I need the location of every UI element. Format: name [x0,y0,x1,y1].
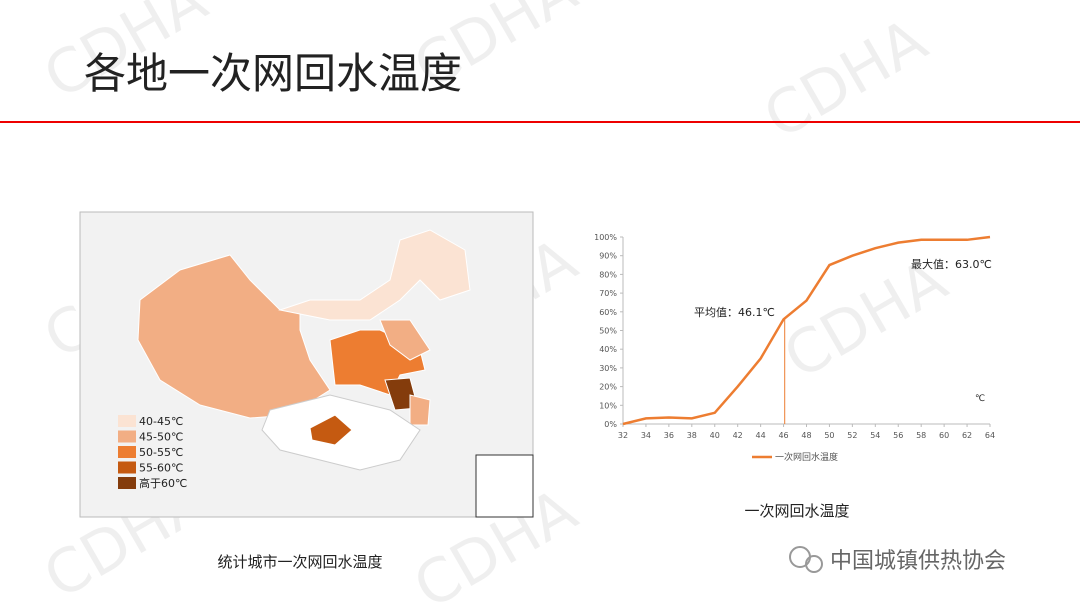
x-tick-label: 44 [756,431,766,440]
chart-caption: 一次网回水温度 [744,502,849,520]
x-unit: ℃ [975,394,985,404]
y-tick-label: 30% [599,364,617,373]
x-tick-label: 42 [733,431,743,440]
x-tick-label: 64 [985,431,995,440]
x-tick-label: 50 [824,431,834,440]
x-tick-label: 60 [939,431,949,440]
x-tick-label: 38 [687,431,697,440]
y-tick-label: 20% [599,383,617,392]
x-tick-label: 32 [618,431,628,440]
y-tick-label: 60% [599,308,617,317]
wechat-icon [805,555,823,573]
region [278,229,471,321]
y-tick-label: 10% [599,401,617,410]
legend-label: 40-45℃ [139,415,183,428]
footer-brand: 中国城镇供热协会 [830,549,1006,574]
region [309,414,353,446]
x-tick-label: 40 [710,431,720,440]
line-series [622,235,991,426]
footer-logo [789,546,823,573]
x-tick-label: 34 [641,431,651,440]
map-caption: 统计城市一次网回水温度 [217,553,382,571]
line-chart: 0% 10% 20% 30% 40% 50% 60% 70% 80% 90% 100% 32 34 36 3… [594,233,995,463]
legend-label: 一次网回水温度 [775,451,838,463]
y-tick-label: 100% [594,233,617,242]
region [409,394,431,426]
y-tick-label: 80% [599,270,617,279]
legend-swatch [118,430,136,443]
region [137,254,331,419]
legend-label: 50-55℃ [139,446,183,459]
y-tick-label: 0% [604,420,617,429]
legend-label: 55-60℃ [139,462,183,475]
annotation: 最大值：63.0℃ [911,257,992,271]
x-tick-label: 56 [893,431,903,440]
legend-swatch [118,446,136,458]
watermark: CDHA [753,5,939,153]
legend-swatch [118,461,136,474]
map-inset [475,454,534,518]
legend-label: 高于60℃ [139,476,187,490]
y-tick-label: 50% [599,327,617,336]
legend-swatch [118,415,136,427]
x-tick-label: 54 [870,431,880,440]
x-tick-label: 46 [778,431,788,440]
x-tick-label: 58 [916,431,926,440]
region [379,319,431,361]
legend-label: 45-50℃ [139,431,183,444]
y-tick-label: 70% [599,289,617,298]
x-tick-label: 52 [847,431,857,440]
slide-title: 各地一次网回水温度 [84,49,462,98]
legend-swatch [118,477,136,489]
x-tick-label: 48 [801,431,811,440]
x-tick-label: 62 [962,431,972,440]
china-map [137,229,471,471]
y-tick-label: 90% [599,252,617,261]
y-tick-label: 40% [599,345,617,354]
annotation: 平均值：46.1℃ [694,306,775,319]
x-tick-label: 36 [664,431,674,440]
